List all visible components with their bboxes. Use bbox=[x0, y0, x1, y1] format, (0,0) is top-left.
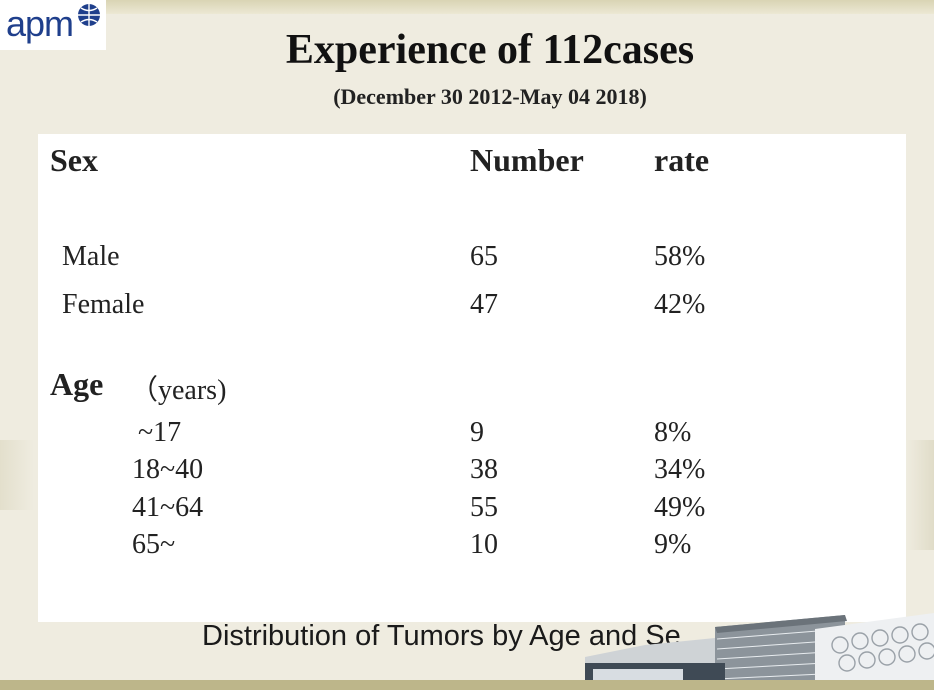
age-row-rate: 34% bbox=[654, 454, 706, 485]
data-table: Sex Number rate Male 65 58% Female 47 42… bbox=[38, 134, 906, 622]
apm-logo: apm bbox=[0, 0, 106, 50]
age-heading: Age bbox=[50, 366, 104, 402]
globe-icon bbox=[78, 4, 100, 26]
header-rate: rate bbox=[654, 142, 710, 178]
row-female-rate: 42% bbox=[654, 289, 706, 320]
slide-title: Experience of 112cases bbox=[285, 27, 695, 73]
header-sex: Sex bbox=[50, 142, 98, 178]
age-row-label: 65~ bbox=[132, 529, 176, 560]
logo-text: apm bbox=[6, 3, 74, 44]
header-number: Number bbox=[470, 142, 584, 178]
row-male-label: Male bbox=[62, 241, 120, 272]
hospital-building-image bbox=[585, 613, 934, 690]
slide-caption: Distribution of Tumors by Age and Se bbox=[202, 620, 681, 652]
right-decoration bbox=[906, 440, 934, 550]
row-male-number: 65 bbox=[470, 241, 498, 272]
age-row-label: ~17 bbox=[138, 417, 182, 448]
age-row-number: 55 bbox=[470, 492, 498, 523]
left-decoration bbox=[0, 440, 34, 510]
row-male-rate: 58% bbox=[654, 241, 706, 272]
bottom-band bbox=[0, 680, 934, 690]
age-row-label: 18~40 bbox=[132, 454, 204, 485]
top-band bbox=[0, 0, 934, 14]
row-female-label: Female bbox=[62, 289, 145, 320]
age-row-number: 38 bbox=[470, 454, 498, 485]
age-row-label: 41~64 bbox=[132, 492, 204, 523]
slide-subtitle: (December 30 2012-May 04 2018) bbox=[333, 84, 647, 109]
age-unit: （years) bbox=[130, 375, 227, 406]
age-row-number: 9 bbox=[470, 417, 484, 448]
age-row-rate: 8% bbox=[654, 417, 692, 448]
age-row-number: 10 bbox=[470, 529, 498, 560]
row-female-number: 47 bbox=[470, 289, 498, 320]
age-row-rate: 49% bbox=[654, 492, 706, 523]
age-row-rate: 9% bbox=[654, 529, 692, 560]
